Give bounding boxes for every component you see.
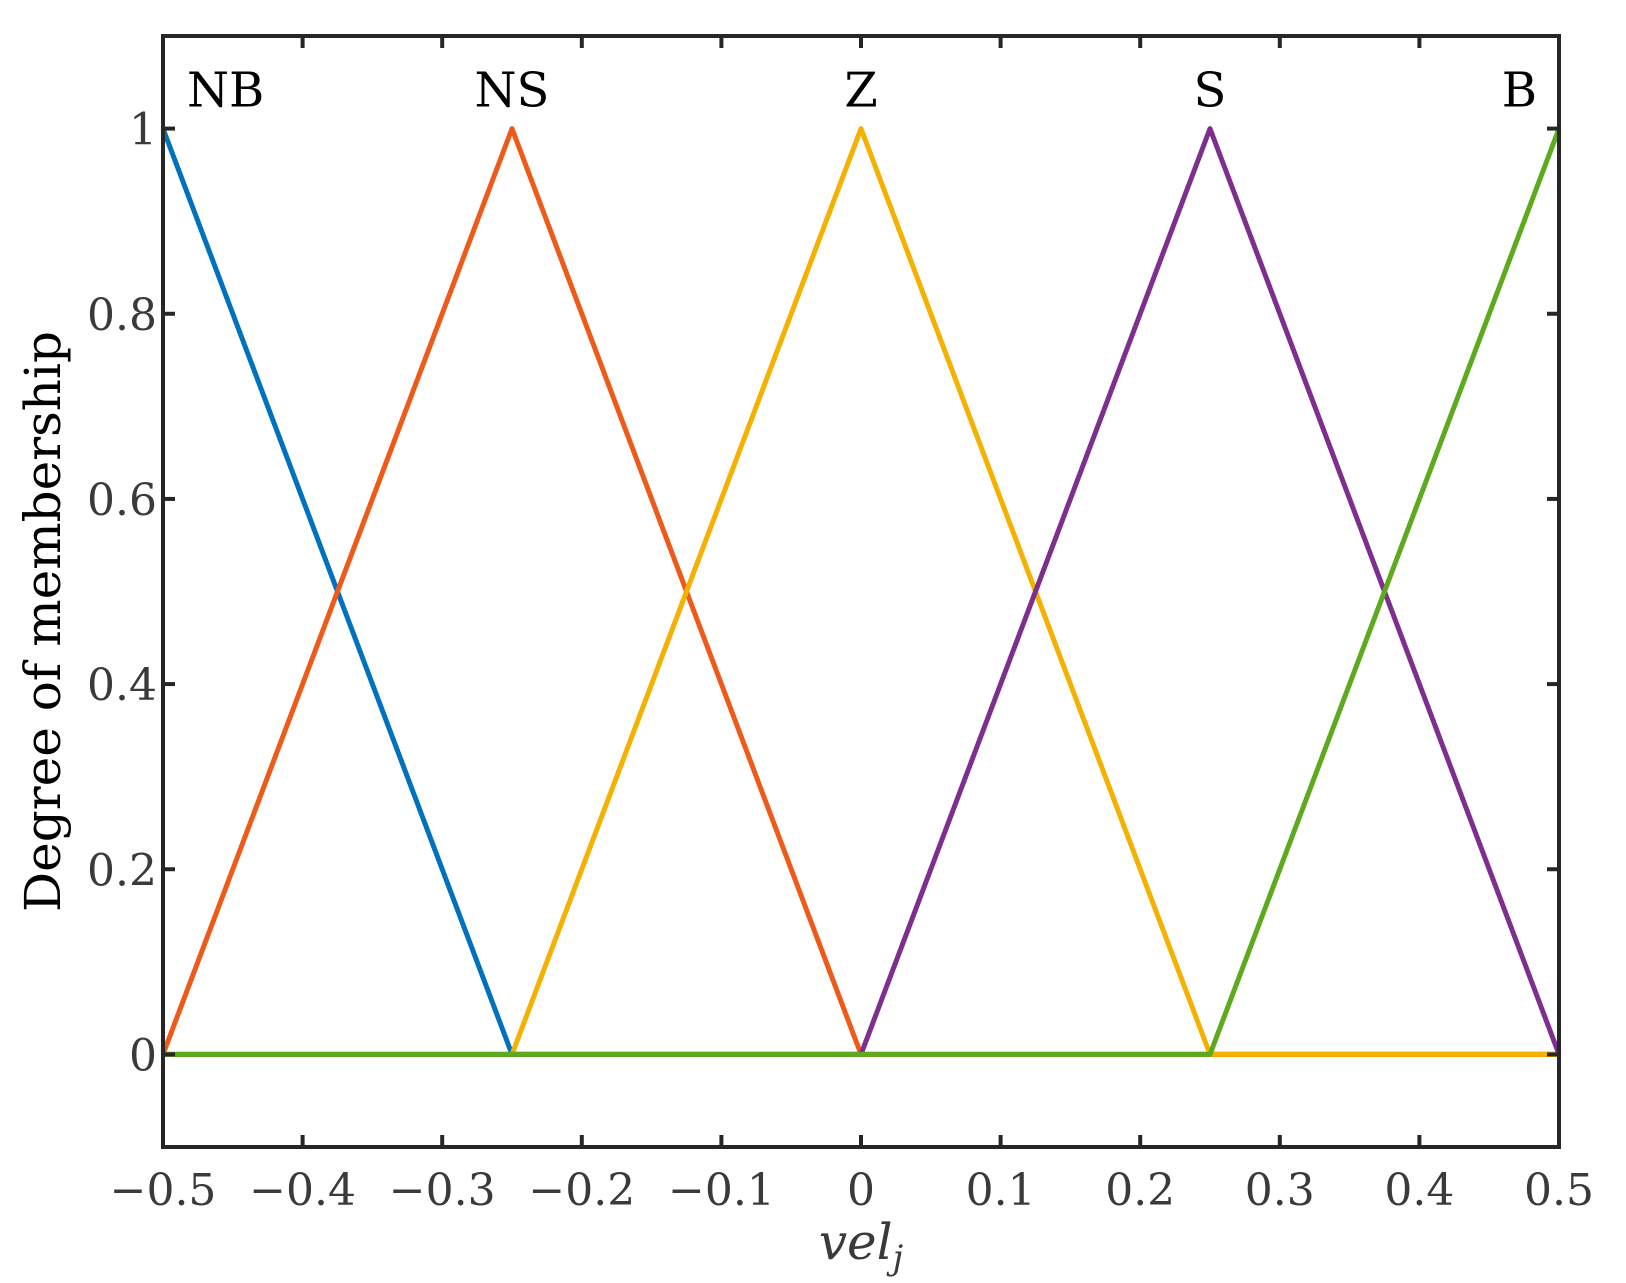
- x-tick-labels: −0.5 −0.4 −0.3 −0.2 −0.1 0 0.1 0.2 0.3 0.4 0.5: [110, 1165, 1594, 1216]
- tick-marks: [161, 36, 1561, 1147]
- peak-label-nb: NB: [187, 63, 264, 119]
- x-tick-label: 0.2: [1105, 1165, 1175, 1216]
- y-tick-label: 0.2: [87, 845, 157, 896]
- y-tick-label: 0: [129, 1030, 157, 1081]
- peak-label-b: B: [1502, 63, 1537, 119]
- x-tick-label: −0.2: [528, 1165, 635, 1216]
- series-line-nb: [160, 127, 1559, 1057]
- peak-label-z: Z: [844, 63, 877, 119]
- y-tick-labels: 0 0.2 0.4 0.6 0.8 1: [87, 105, 157, 1082]
- x-tick-label: −0.4: [249, 1165, 356, 1216]
- y-tick-label: 0.6: [87, 475, 157, 526]
- peak-label-s: S: [1194, 63, 1227, 119]
- series-line-b: [163, 127, 1562, 1057]
- series-line-ns: [160, 126, 1559, 1057]
- x-tick-label: 0.4: [1384, 1165, 1454, 1216]
- series-line-z: [163, 126, 1559, 1057]
- plot-frame: [161, 34, 1561, 1149]
- peak-labels: NB NS Z S B: [187, 63, 1537, 119]
- x-tick-label: 0.5: [1524, 1165, 1594, 1216]
- x-axis-title: velj: [819, 1213, 904, 1278]
- x-tick-label: 0.3: [1245, 1165, 1315, 1216]
- series-line-s: [163, 126, 1562, 1057]
- x-tick-label: 0: [847, 1165, 875, 1216]
- plot-lines: [160, 126, 1562, 1057]
- x-tick-label: −0.3: [389, 1165, 496, 1216]
- y-tick-label: 0.4: [87, 660, 157, 711]
- x-tick-label: 0.1: [966, 1165, 1036, 1216]
- peak-label-ns: NS: [475, 63, 550, 119]
- x-tick-label: −0.5: [110, 1165, 217, 1216]
- x-tick-label: −0.1: [668, 1165, 775, 1216]
- y-axis-title: Degree of membership: [14, 331, 72, 912]
- y-tick-label: 1: [129, 105, 157, 156]
- x-axis-title-main: vel: [819, 1213, 893, 1271]
- y-tick-label: 0.8: [87, 290, 157, 341]
